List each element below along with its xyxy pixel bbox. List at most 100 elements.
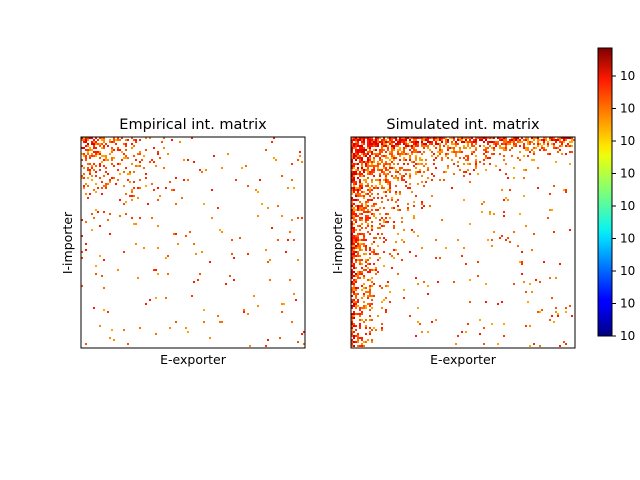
- heatmap-cell: [369, 305, 371, 307]
- heatmap-cell: [511, 155, 513, 157]
- heatmap-cell: [417, 145, 419, 147]
- heatmap-cell: [117, 179, 119, 181]
- heatmap-cell: [473, 169, 475, 171]
- heatmap-cell: [413, 215, 415, 217]
- heatmap-cell: [157, 225, 159, 227]
- heatmap-cell: [359, 309, 361, 311]
- heatmap-cell: [403, 159, 405, 161]
- heatmap-cell: [355, 149, 357, 151]
- heatmap-cell: [365, 305, 367, 307]
- heatmap-cell: [559, 149, 561, 151]
- heatmap-cell: [401, 259, 403, 261]
- heatmap-cell: [391, 267, 393, 269]
- heatmap-cell: [397, 139, 399, 141]
- heatmap-cell: [493, 147, 495, 149]
- heatmap-cell: [513, 141, 515, 143]
- heatmap-cell: [475, 141, 477, 143]
- heatmap-cell: [473, 139, 475, 141]
- heatmap-cell: [363, 275, 365, 277]
- heatmap-cell: [353, 179, 355, 181]
- heatmap-cell: [411, 153, 413, 155]
- heatmap-cell: [111, 151, 113, 153]
- heatmap-cell: [93, 147, 95, 149]
- heatmap-cell: [463, 141, 465, 143]
- heatmap-cell: [105, 183, 107, 185]
- heatmap-cell: [233, 279, 235, 281]
- heatmap-cell: [359, 323, 361, 325]
- heatmap-cell: [135, 159, 137, 161]
- heatmap-cell: [415, 137, 417, 139]
- heatmap-cell: [117, 139, 119, 141]
- heatmap-cell: [157, 273, 159, 275]
- heatmap-cell: [375, 149, 377, 151]
- heatmap-cell: [385, 309, 387, 311]
- heatmap-cell: [501, 189, 503, 191]
- heatmap-cell: [441, 139, 443, 141]
- heatmap-cell: [569, 229, 571, 231]
- heatmap-cell: [297, 259, 299, 261]
- heatmap-cell: [381, 145, 383, 147]
- heatmap-cell: [369, 309, 371, 311]
- heatmap-cell: [423, 171, 425, 173]
- heatmap-cell: [469, 139, 471, 141]
- heatmap-cell: [359, 233, 361, 235]
- heatmap-cell: [187, 179, 189, 181]
- heatmap-cell: [397, 149, 399, 151]
- heatmap-cell: [399, 169, 401, 171]
- heatmap-cell: [95, 165, 97, 167]
- heatmap-cell: [93, 217, 95, 219]
- heatmap-cell: [125, 201, 127, 203]
- heatmap-cell: [97, 211, 99, 213]
- heatmap-cell: [499, 137, 501, 139]
- heatmap-cell: [549, 319, 551, 321]
- heatmap-cell: [99, 145, 101, 147]
- heatmap-cell: [415, 145, 417, 147]
- heatmap-cell: [379, 223, 381, 225]
- heatmap-cell: [469, 301, 471, 303]
- heatmap-cell: [355, 261, 357, 263]
- heatmap-cell: [113, 157, 115, 159]
- heatmap-cell: [357, 169, 359, 171]
- heatmap-cell: [257, 305, 259, 307]
- heatmap-cell: [467, 323, 469, 325]
- heatmap-cell: [99, 137, 101, 139]
- heatmap-cell: [101, 193, 103, 195]
- heatmap-cell: [519, 151, 521, 153]
- heatmap-cell: [555, 147, 557, 149]
- heatmap-cell: [505, 143, 507, 145]
- heatmap-cell: [291, 219, 293, 221]
- heatmap-cell: [353, 271, 355, 273]
- heatmap-cell: [515, 137, 517, 139]
- heatmap-cell: [351, 339, 353, 341]
- heatmap-cell: [375, 237, 377, 239]
- heatmap-cell: [383, 221, 385, 223]
- heatmap-cell: [85, 155, 87, 157]
- heatmap-cell: [121, 151, 123, 153]
- heatmap-cell: [89, 169, 91, 171]
- heatmap-cell: [555, 161, 557, 163]
- heatmap-cell: [359, 149, 361, 151]
- heatmap-cell: [373, 187, 375, 189]
- heatmap-cell: [421, 331, 423, 333]
- heatmap-cell: [385, 143, 387, 145]
- heatmap-cell: [471, 143, 473, 145]
- heatmap-cell: [155, 269, 157, 271]
- heatmap-cell: [401, 177, 403, 179]
- heatmap-cell: [371, 225, 373, 227]
- heatmap-cell: [437, 139, 439, 141]
- heatmap-cell: [385, 151, 387, 153]
- heatmap-cell: [355, 303, 357, 305]
- heatmap-cell: [351, 271, 353, 273]
- heatmap-cell: [355, 181, 357, 183]
- heatmap-cell: [173, 189, 175, 191]
- heatmap-cell: [421, 159, 423, 161]
- heatmap-cell: [371, 221, 373, 223]
- heatmap-cell: [359, 139, 361, 141]
- heatmap-cell: [371, 169, 373, 171]
- heatmap-cell: [395, 143, 397, 145]
- heatmap-cell: [401, 167, 403, 169]
- heatmap-cell: [529, 143, 531, 145]
- heatmap-cell: [373, 141, 375, 143]
- heatmap-cell: [475, 163, 477, 165]
